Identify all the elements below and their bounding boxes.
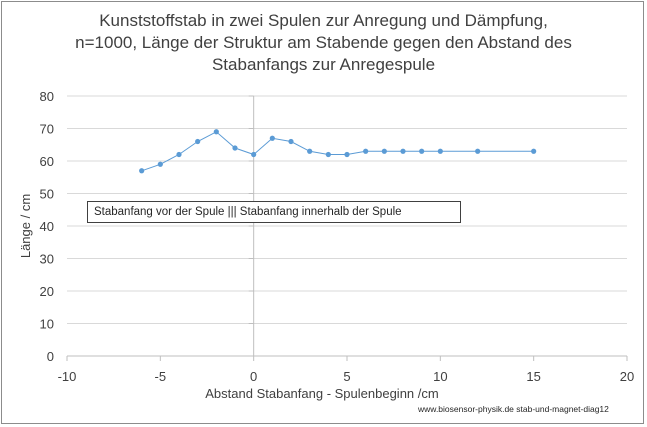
data-point <box>176 151 182 158</box>
data-point <box>269 135 275 141</box>
y-axis-label: Länge / cm <box>18 194 33 258</box>
data-point <box>157 161 163 167</box>
x-tick-label: 0 <box>250 369 257 384</box>
x-tick-label: 5 <box>343 369 350 384</box>
y-tick-label: 70 <box>40 122 54 137</box>
data-point <box>139 168 145 174</box>
data-point <box>381 148 387 154</box>
x-tick-label: 10 <box>433 369 447 384</box>
data-point <box>325 151 331 158</box>
data-point <box>251 151 257 158</box>
x-tick-label: -10 <box>58 369 77 384</box>
y-tick-label: 10 <box>40 317 54 332</box>
data-point <box>363 148 369 154</box>
data-point <box>400 148 406 154</box>
data-point <box>195 138 201 145</box>
grid-lines <box>67 95 627 324</box>
data-series <box>139 129 537 174</box>
axes <box>66 95 628 361</box>
data-point <box>288 138 294 145</box>
data-point <box>213 129 219 135</box>
source-credit: www.biosensor-physik.de stab-und-magnet-… <box>418 404 609 414</box>
x-tick-label: 15 <box>526 369 540 384</box>
chart-title: Kunststoffstab in zwei Spulen zur Anregu… <box>0 10 647 76</box>
data-point <box>419 148 425 154</box>
data-point <box>307 148 313 154</box>
y-tick-label: 0 <box>47 349 54 364</box>
y-tick-label: 80 <box>40 89 54 104</box>
y-tick-label: 50 <box>40 187 54 202</box>
data-point <box>344 151 350 158</box>
x-tick-label: -5 <box>155 369 167 384</box>
data-point <box>437 148 443 154</box>
data-point <box>475 148 481 154</box>
chart-title-line-1: Kunststoffstab in zwei Spulen zur Anregu… <box>99 11 548 30</box>
tick-labels: 0 10 20 30 40 50 60 70 80 -10 -5 0 5 10 15 20 <box>40 89 635 384</box>
series-line <box>141 131 534 172</box>
data-point <box>531 148 537 154</box>
y-tick-label: 40 <box>40 219 54 234</box>
annotation-box: Stabanfang vor der Spule ||| Stabanfang … <box>87 201 461 223</box>
y-tick-label: 60 <box>40 154 54 169</box>
y-tick-label: 30 <box>40 252 54 267</box>
y-tick-label: 20 <box>40 284 54 299</box>
x-axis-label: Abstand Stabanfang - Spulenbeginn /cm <box>205 386 438 401</box>
data-point <box>232 145 238 151</box>
chart-title-line-3: Stabanfangs zur Anregespule <box>211 55 436 74</box>
x-tick-label: 20 <box>620 369 634 384</box>
chart-title-line-2: n=1000, Länge der Struktur am Stabende g… <box>75 33 572 52</box>
